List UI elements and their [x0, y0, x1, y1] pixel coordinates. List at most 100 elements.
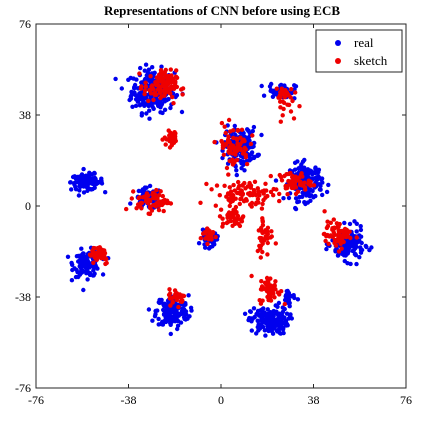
point-sketch	[219, 138, 224, 144]
point-sketch	[158, 85, 163, 90]
point-sketch	[277, 198, 282, 204]
point-sketch	[232, 221, 238, 226]
point-sketch	[167, 90, 172, 96]
point-sketch	[260, 249, 265, 255]
point-sketch	[162, 89, 168, 94]
point-real	[158, 105, 163, 110]
point-real	[179, 309, 185, 314]
point-sketch	[268, 189, 274, 195]
point-sketch	[269, 234, 274, 239]
point-real	[172, 316, 177, 321]
point-sketch	[293, 176, 298, 182]
point-real	[75, 270, 80, 275]
point-sketch	[172, 295, 178, 300]
point-sketch	[255, 186, 260, 191]
point-sketch	[288, 182, 293, 187]
point-real	[341, 253, 347, 258]
point-sketch	[134, 206, 139, 211]
point-real	[309, 193, 314, 198]
point-sketch	[231, 128, 236, 133]
point-sketch	[156, 75, 161, 81]
point-real	[86, 264, 92, 269]
point-real	[167, 314, 172, 319]
point-sketch	[236, 179, 241, 185]
legend-label-sketch: sketch	[354, 53, 388, 68]
point-real	[166, 299, 172, 305]
point-real	[136, 188, 141, 194]
point-real	[303, 201, 308, 207]
point-sketch	[233, 204, 239, 210]
point-real	[132, 90, 137, 95]
point-real	[349, 242, 354, 247]
point-real	[271, 317, 277, 322]
point-sketch	[226, 117, 232, 123]
point-sketch	[156, 207, 162, 213]
point-real	[267, 84, 273, 89]
point-real	[259, 83, 264, 89]
point-real	[309, 170, 315, 176]
point-real	[264, 319, 269, 324]
point-sketch	[272, 295, 277, 300]
point-sketch	[154, 187, 159, 193]
point-sketch	[331, 217, 336, 222]
point-real	[369, 245, 374, 250]
chart-title: Representations of CNN before using ECB	[104, 3, 340, 18]
point-sketch	[263, 181, 268, 186]
point-sketch	[124, 206, 129, 212]
point-real	[142, 68, 147, 73]
point-sketch	[284, 172, 289, 177]
point-sketch	[251, 188, 257, 193]
point-sketch	[91, 260, 96, 265]
point-real	[273, 178, 279, 183]
y-tick-label: 0	[25, 199, 31, 213]
point-sketch	[279, 178, 285, 183]
point-real	[265, 307, 270, 312]
point-sketch	[201, 231, 206, 236]
point-sketch	[250, 133, 255, 138]
point-real	[161, 307, 166, 313]
point-real	[285, 298, 290, 304]
point-sketch	[170, 300, 175, 305]
point-real	[128, 96, 134, 101]
point-sketch	[259, 189, 265, 194]
point-sketch	[265, 240, 270, 246]
point-real	[168, 319, 174, 324]
point-real	[342, 258, 347, 264]
point-real	[156, 322, 161, 327]
point-sketch	[273, 287, 278, 292]
point-sketch	[144, 196, 149, 202]
point-real	[81, 190, 87, 195]
point-real	[263, 333, 268, 338]
point-sketch	[336, 231, 341, 236]
point-real	[304, 193, 309, 198]
point-sketch	[324, 234, 329, 239]
point-real	[165, 309, 171, 314]
point-real	[239, 166, 244, 171]
point-sketch	[273, 279, 278, 284]
point-real	[168, 331, 173, 337]
point-sketch	[332, 232, 337, 238]
point-real	[353, 251, 358, 257]
point-sketch	[228, 147, 233, 152]
point-sketch	[297, 104, 302, 109]
point-real	[276, 320, 282, 325]
point-real	[317, 187, 323, 192]
point-real	[352, 246, 358, 251]
point-sketch	[341, 239, 346, 245]
point-real	[354, 229, 359, 234]
point-sketch	[288, 95, 293, 100]
point-real	[138, 65, 143, 71]
point-sketch	[249, 273, 254, 279]
point-sketch	[142, 91, 147, 97]
point-real	[252, 314, 257, 320]
point-sketch	[249, 200, 255, 206]
point-sketch	[138, 86, 144, 91]
point-real	[270, 94, 276, 100]
point-sketch	[212, 139, 217, 145]
point-real	[141, 98, 146, 104]
point-real	[80, 260, 86, 265]
point-sketch	[205, 241, 210, 247]
point-sketch	[240, 215, 245, 220]
point-real	[313, 166, 318, 171]
point-real	[242, 311, 248, 316]
